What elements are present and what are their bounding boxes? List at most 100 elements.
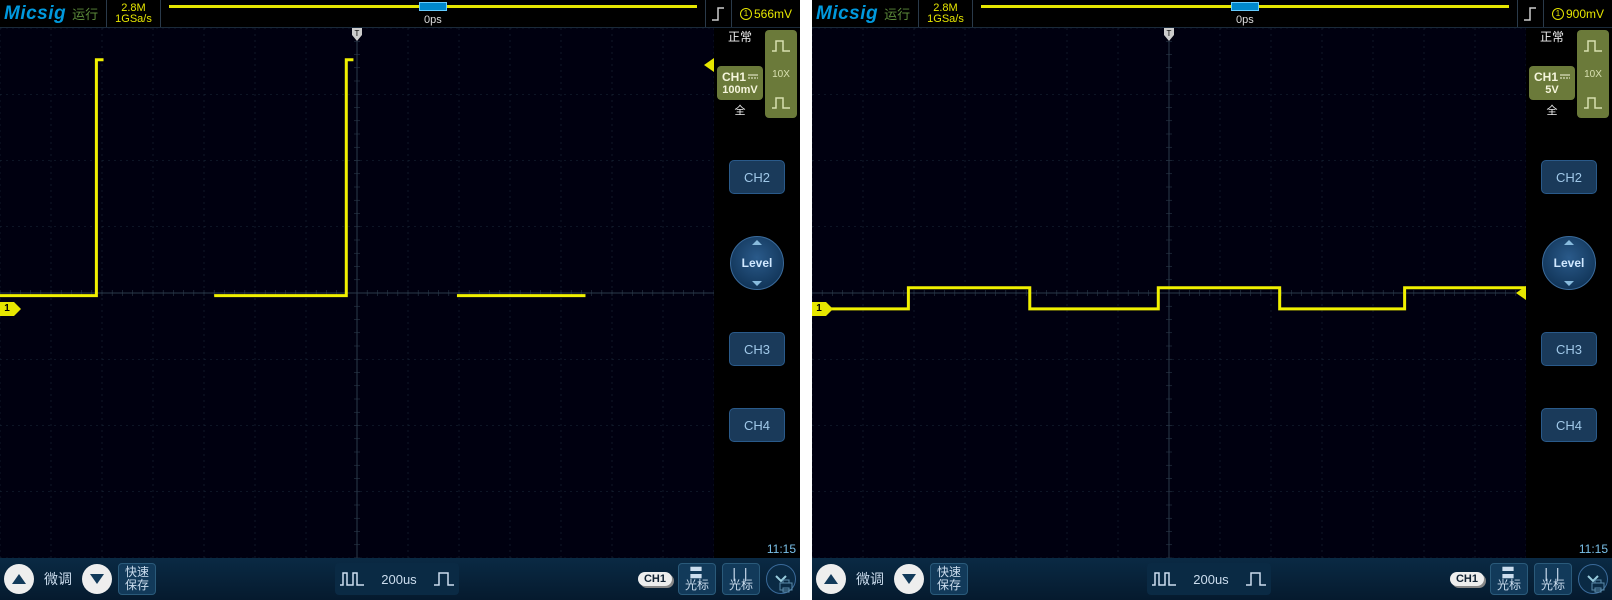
probe-settings[interactable]: 10X bbox=[1577, 30, 1609, 118]
trigger-mode-label[interactable]: 正常 bbox=[1531, 30, 1573, 44]
ch1-button[interactable]: CH1 5V bbox=[1529, 66, 1575, 100]
pulse-icon bbox=[771, 97, 791, 109]
trigger-level-knob[interactable]: Level bbox=[1542, 236, 1596, 290]
bandwidth-label: 全 bbox=[1547, 102, 1558, 118]
trigger-level-value: 566mV bbox=[754, 7, 792, 21]
fine-down-button[interactable] bbox=[82, 564, 112, 594]
clock: 11:15 bbox=[1579, 542, 1608, 556]
clock: 11:15 bbox=[767, 542, 796, 556]
timebase-zoom-out-icon[interactable] bbox=[339, 572, 365, 586]
timebase-zoom-out-icon[interactable] bbox=[1151, 572, 1177, 586]
timebase-window-handle[interactable] bbox=[419, 2, 447, 11]
horizontal-cursor-button[interactable]: 〓 光标 bbox=[1490, 563, 1528, 595]
trigger-level-marker[interactable] bbox=[704, 58, 714, 72]
trigger-source-icon: 1 bbox=[740, 8, 752, 20]
dc-coupling-icon bbox=[748, 74, 758, 80]
fine-up-button[interactable] bbox=[4, 564, 34, 594]
fast-save-l1: 快速 bbox=[125, 565, 149, 579]
pulse-icon bbox=[1583, 40, 1603, 52]
fast-save-l2: 保存 bbox=[937, 578, 961, 592]
fast-save-l2: 保存 bbox=[125, 578, 149, 592]
memory-depth: 2.8M bbox=[933, 3, 957, 14]
bandwidth-label: 全 bbox=[735, 102, 746, 118]
fine-adjust-label: 微调 bbox=[852, 569, 888, 589]
ch1-label: CH1 bbox=[1534, 70, 1558, 84]
hcursor-label: 光标 bbox=[1497, 579, 1521, 591]
right-sidebar: 正常 CH1 5V 全 10X CH2 Level CH3 CH4 bbox=[1526, 28, 1612, 558]
oscilloscope-panel-1: Micsig 运行 2.8M 1GSa/s 0ps 1 566mV T 1 bbox=[0, 0, 800, 600]
fine-adjust-label: 微调 bbox=[40, 569, 76, 589]
waveform-display[interactable]: T 1 bbox=[812, 28, 1526, 558]
dc-coupling-icon bbox=[1560, 74, 1570, 80]
acquisition-info[interactable]: 2.8M 1GSa/s bbox=[106, 0, 161, 27]
top-bar: Micsig 运行 2.8M 1GSa/s 0ps 1 900mV bbox=[812, 0, 1612, 28]
right-sidebar: 正常 CH1 100mV 全 10X CH2 Level CH3 CH4 bbox=[714, 28, 800, 558]
ch1-vdiv: 100mV bbox=[719, 84, 761, 96]
ch1-button[interactable]: CH1 100mV bbox=[717, 66, 763, 100]
ch3-button[interactable]: CH3 bbox=[1541, 332, 1597, 366]
trigger-position-marker[interactable]: T bbox=[1162, 28, 1176, 42]
hcursor-label: 光标 bbox=[685, 579, 709, 591]
bottom-toolbar: 微调 快速保存 200us CH1 〓 光标 | | 光标 bbox=[812, 558, 1612, 600]
bottom-toolbar: 微调 快速保存 200us CH1 〓 光标 | | 光标 bbox=[0, 558, 800, 600]
svg-text:T: T bbox=[355, 29, 360, 38]
fine-down-button[interactable] bbox=[894, 564, 924, 594]
timebase-overview[interactable]: 0ps bbox=[161, 0, 706, 27]
probe-settings[interactable]: 10X bbox=[765, 30, 797, 118]
vcursor-label: 光标 bbox=[1541, 579, 1565, 591]
timebase-window-handle[interactable] bbox=[1231, 2, 1259, 11]
fast-save-button[interactable]: 快速保存 bbox=[118, 563, 156, 595]
brand-logo: Micsig bbox=[0, 3, 72, 25]
timebase-zoom-in-icon[interactable] bbox=[433, 572, 455, 586]
measure-source-pill[interactable]: CH1 bbox=[1450, 572, 1484, 586]
waveform-trace bbox=[0, 28, 714, 558]
brand-logo: Micsig bbox=[812, 3, 884, 25]
horizontal-cursor-button[interactable]: 〓 光标 bbox=[678, 563, 716, 595]
timebase-zoom-in-icon[interactable] bbox=[1245, 572, 1267, 586]
trigger-level-marker[interactable] bbox=[1516, 286, 1526, 300]
probe-ratio: 10X bbox=[1584, 69, 1602, 80]
ch3-button[interactable]: CH3 bbox=[729, 332, 785, 366]
timebase-overview[interactable]: 0ps bbox=[973, 0, 1518, 27]
trigger-level-readout[interactable]: 1 566mV bbox=[732, 0, 800, 27]
timebase-control: 200us bbox=[1147, 563, 1271, 595]
trigger-position-marker[interactable]: T bbox=[350, 28, 364, 42]
sample-rate: 1GSa/s bbox=[927, 14, 964, 25]
timebase-control: 200us bbox=[335, 563, 459, 595]
printer-icon[interactable] bbox=[1590, 579, 1606, 596]
ch1-ground-marker[interactable]: 1 bbox=[0, 302, 14, 316]
timebase-value[interactable]: 200us bbox=[369, 572, 429, 587]
trigger-slope-icon[interactable] bbox=[1518, 0, 1544, 27]
trigger-slope-icon[interactable] bbox=[706, 0, 732, 27]
fast-save-l1: 快速 bbox=[937, 565, 961, 579]
ch2-button[interactable]: CH2 bbox=[729, 160, 785, 194]
acquisition-info[interactable]: 2.8M 1GSa/s bbox=[918, 0, 973, 27]
printer-icon[interactable] bbox=[778, 579, 794, 596]
ch4-button[interactable]: CH4 bbox=[729, 408, 785, 442]
trigger-level-knob[interactable]: Level bbox=[730, 236, 784, 290]
ch4-button[interactable]: CH4 bbox=[1541, 408, 1597, 442]
trigger-source-icon: 1 bbox=[1552, 8, 1564, 20]
oscilloscope-panel-2: Micsig 运行 2.8M 1GSa/s 0ps 1 900mV T 1 bbox=[812, 0, 1612, 600]
measure-source-pill[interactable]: CH1 bbox=[638, 572, 672, 586]
svg-text:T: T bbox=[1167, 29, 1172, 38]
pulse-icon bbox=[771, 40, 791, 52]
trigger-mode-label[interactable]: 正常 bbox=[719, 30, 761, 44]
vertical-cursor-button[interactable]: | | 光标 bbox=[722, 563, 760, 595]
fine-up-button[interactable] bbox=[816, 564, 846, 594]
top-bar: Micsig 运行 2.8M 1GSa/s 0ps 1 566mV bbox=[0, 0, 800, 28]
vertical-cursor-button[interactable]: | | 光标 bbox=[1534, 563, 1572, 595]
timebase-value[interactable]: 200us bbox=[1181, 572, 1241, 587]
ch1-ground-marker[interactable]: 1 bbox=[812, 302, 826, 316]
ch1-label: CH1 bbox=[722, 70, 746, 84]
probe-ratio: 10X bbox=[772, 69, 790, 80]
memory-depth: 2.8M bbox=[121, 3, 145, 14]
trigger-delay: 0ps bbox=[1236, 14, 1254, 26]
sample-rate: 1GSa/s bbox=[115, 14, 152, 25]
fast-save-button[interactable]: 快速保存 bbox=[930, 563, 968, 595]
waveform-display[interactable]: T 1 bbox=[0, 28, 714, 558]
trigger-delay: 0ps bbox=[424, 14, 442, 26]
trigger-level-readout[interactable]: 1 900mV bbox=[1544, 0, 1612, 27]
run-status: 运行 bbox=[884, 4, 918, 23]
ch2-button[interactable]: CH2 bbox=[1541, 160, 1597, 194]
